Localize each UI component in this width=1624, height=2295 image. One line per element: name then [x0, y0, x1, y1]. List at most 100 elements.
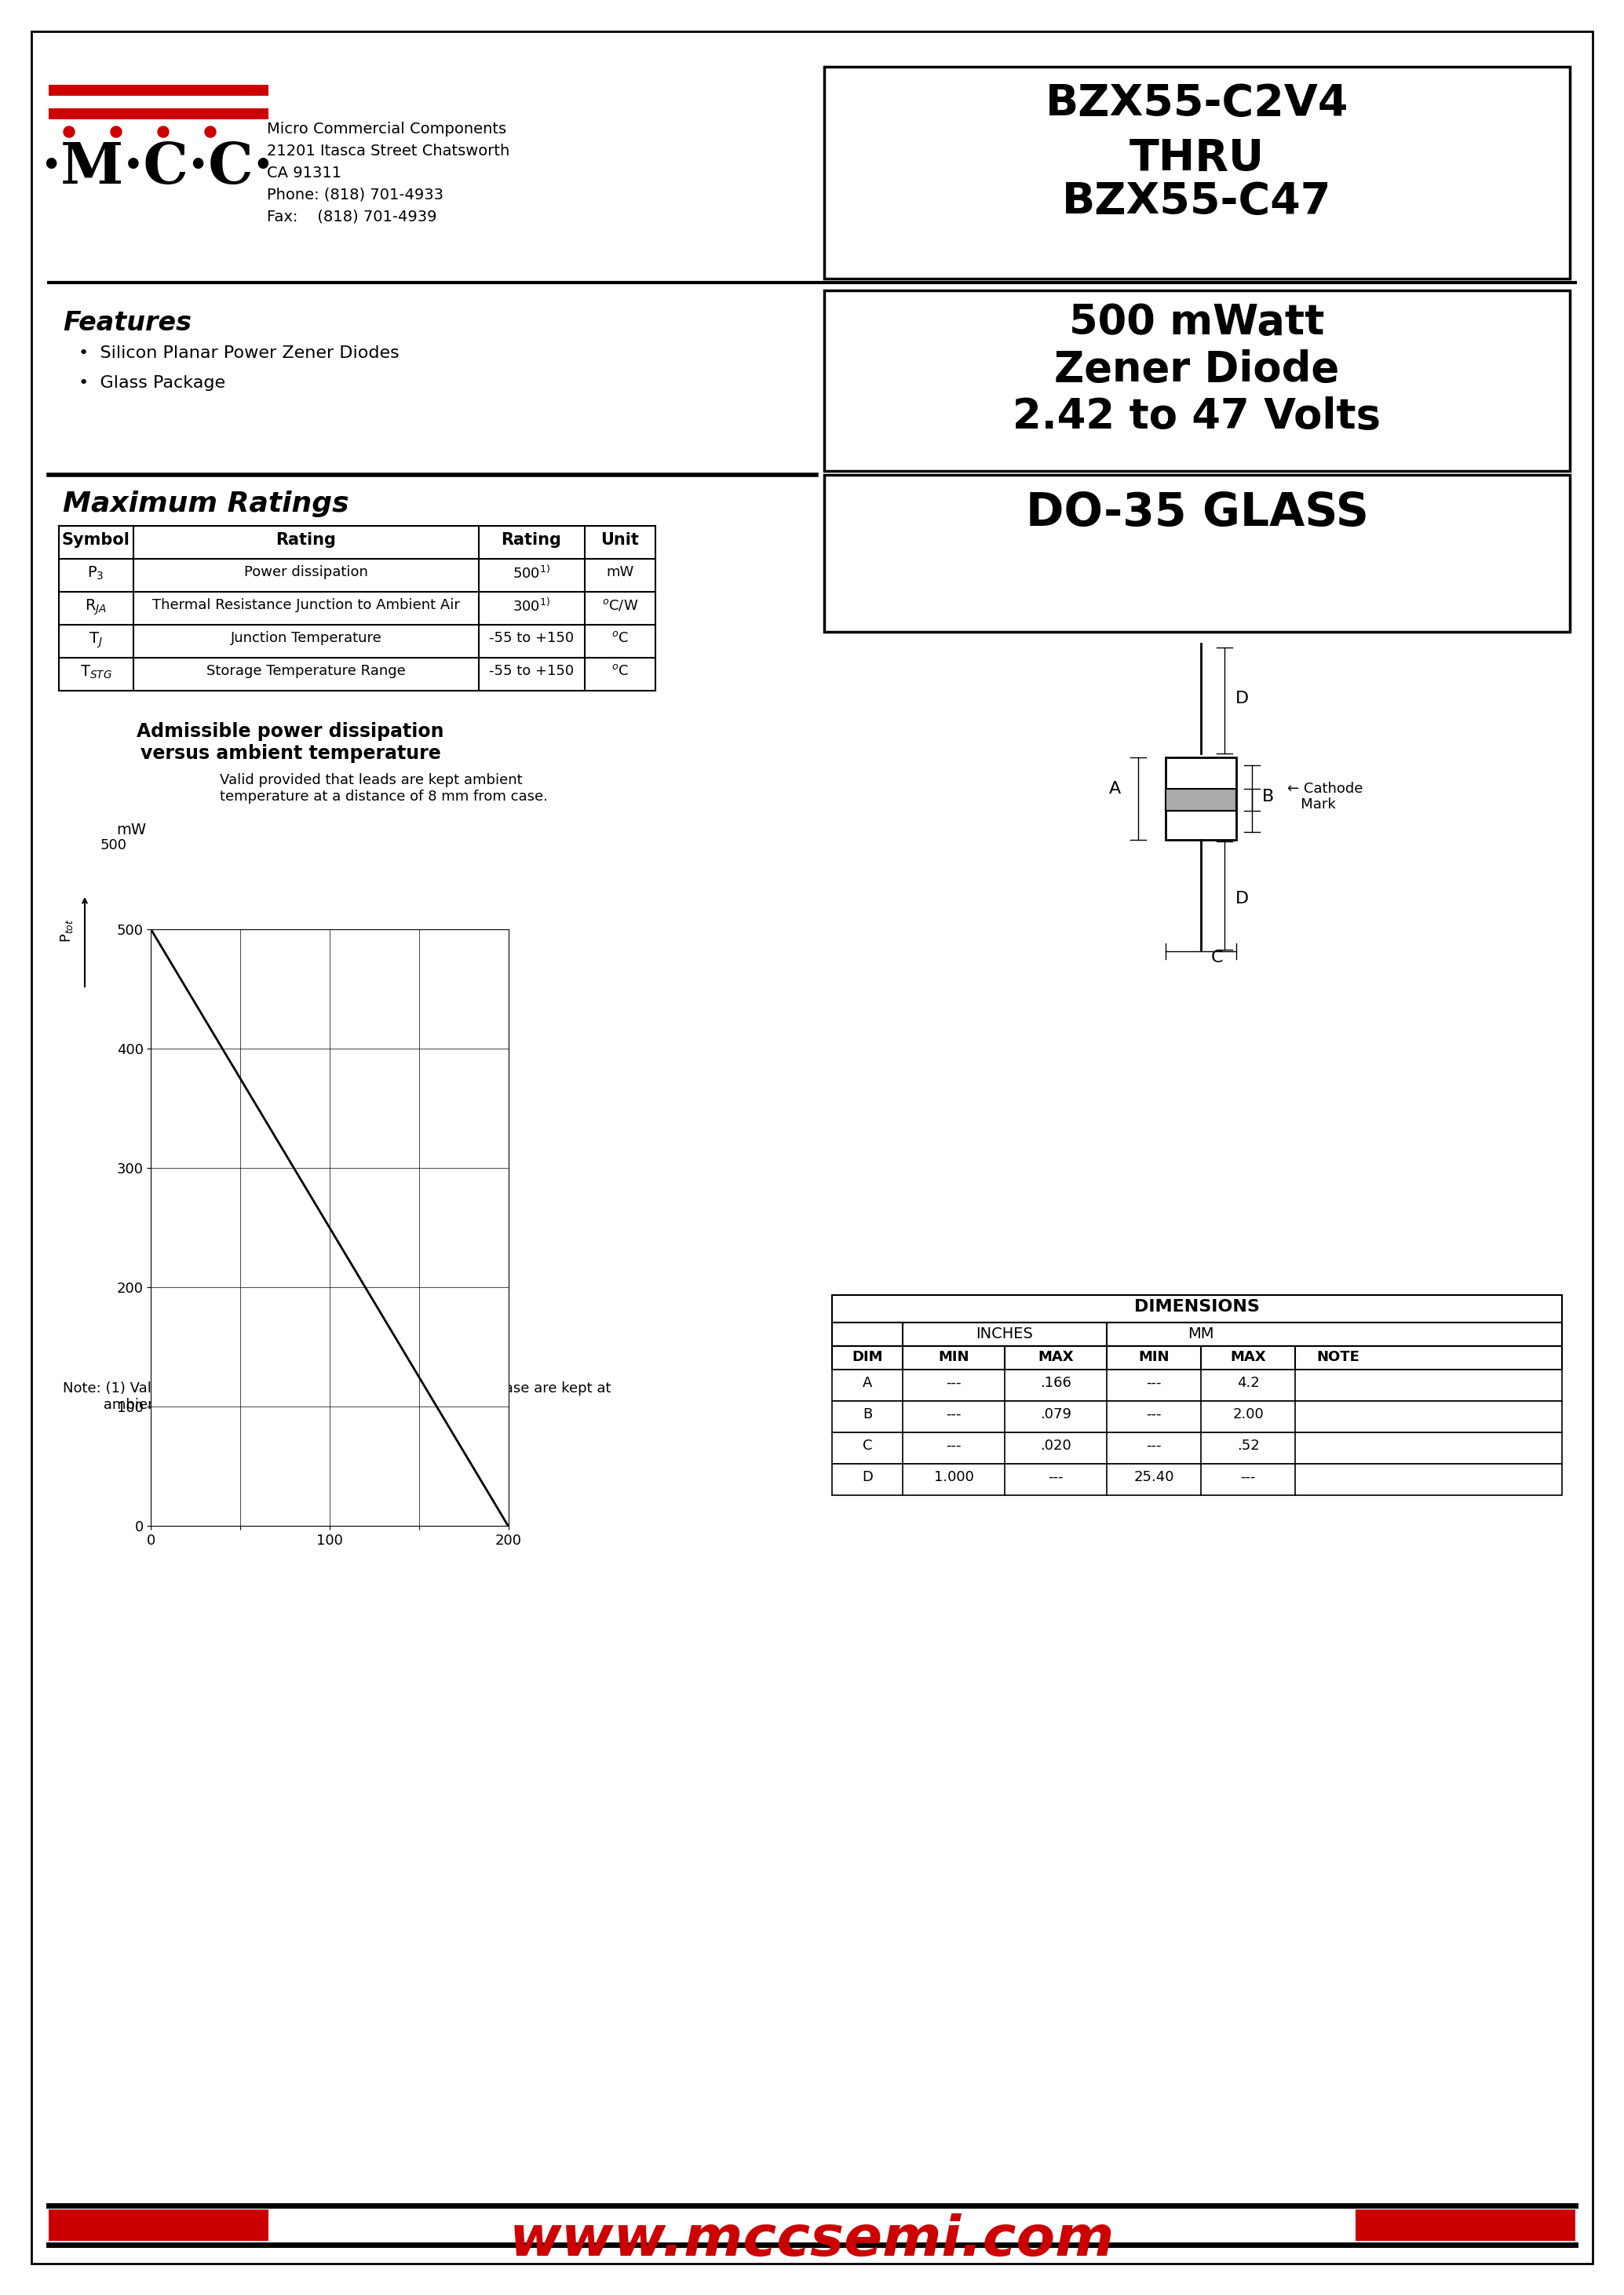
Bar	[831, 1322, 1562, 1347]
Text: 2.00: 2.00	[1233, 1407, 1263, 1421]
Text: Valid provided that leads are kept ambient
temperature at a distance of 8 mm fro: Valid provided that leads are kept ambie…	[219, 773, 547, 803]
Bar	[823, 67, 1570, 278]
Text: -55 to +150: -55 to +150	[489, 631, 573, 645]
Text: ---: ---	[1047, 1471, 1064, 1485]
Text: MAX: MAX	[1038, 1349, 1073, 1363]
Text: .166: .166	[1039, 1377, 1072, 1391]
Text: →: →	[305, 1067, 320, 1083]
Text: Features: Features	[63, 310, 192, 335]
Text: ---: ---	[947, 1377, 961, 1391]
Bar	[831, 1464, 1562, 1496]
Bar	[823, 291, 1570, 470]
Text: 300$^{1)}$: 300$^{1)}$	[513, 599, 551, 615]
Bar	[1166, 789, 1236, 810]
Text: P$_{tot}$: P$_{tot}$	[58, 918, 75, 943]
Text: NOTE: NOTE	[1317, 1349, 1359, 1363]
Text: -55 to +150: -55 to +150	[489, 663, 573, 677]
Text: ---: ---	[1241, 1471, 1255, 1485]
Text: C: C	[862, 1439, 872, 1453]
Text: 500: 500	[101, 838, 127, 851]
Text: MIN: MIN	[939, 1349, 970, 1363]
Text: R$_{JA}$: R$_{JA}$	[84, 599, 107, 617]
Text: Phone: (818) 701-4933: Phone: (818) 701-4933	[266, 188, 443, 202]
Text: B: B	[1262, 789, 1273, 806]
Text: BZX55-C47: BZX55-C47	[1062, 181, 1332, 223]
Text: ← Cathode
   Mark: ← Cathode Mark	[1288, 780, 1363, 812]
Text: P$_3$: P$_3$	[88, 565, 104, 583]
Bar	[831, 1347, 1562, 1370]
Text: B: B	[862, 1407, 872, 1421]
Text: 500 mWatt: 500 mWatt	[1069, 303, 1325, 342]
Text: T$_{amb}$: T$_{amb}$	[310, 1060, 344, 1079]
Text: CA 91311: CA 91311	[266, 165, 341, 181]
Bar	[49, 2210, 268, 2240]
Circle shape	[158, 126, 169, 138]
Text: Maximum Ratings: Maximum Ratings	[63, 491, 349, 516]
Text: D: D	[1234, 890, 1249, 907]
Text: Rating: Rating	[502, 532, 562, 549]
Text: $^o$C/W: $^o$C/W	[603, 599, 638, 613]
Text: Admissible power dissipation
versus ambient temperature: Admissible power dissipation versus ambi…	[136, 723, 443, 762]
Text: 1.000: 1.000	[934, 1471, 974, 1485]
Text: 2.42 to 47 Volts: 2.42 to 47 Volts	[1013, 397, 1380, 436]
Text: Unit: Unit	[601, 532, 640, 549]
Bar	[831, 1400, 1562, 1432]
Text: ---: ---	[1147, 1377, 1161, 1391]
Circle shape	[63, 126, 75, 138]
Text: 21201 Itasca Street Chatsworth: 21201 Itasca Street Chatsworth	[266, 145, 510, 158]
Text: $^o$C: $^o$C	[612, 663, 628, 677]
Text: Note: (1) Valid provided that leads at a distance of 3/8" from case are kept at
: Note: (1) Valid provided that leads at a…	[63, 1382, 611, 1411]
Text: ---: ---	[1147, 1407, 1161, 1421]
Text: MAX: MAX	[1229, 1349, 1267, 1363]
Text: T$_{STG}$: T$_{STG}$	[80, 663, 112, 682]
Text: MM: MM	[1187, 1327, 1215, 1340]
Bar	[1166, 757, 1236, 840]
Text: DIMENSIONS: DIMENSIONS	[1134, 1299, 1260, 1315]
Circle shape	[205, 126, 216, 138]
Text: •  Silicon Planar Power Zener Diodes: • Silicon Planar Power Zener Diodes	[78, 344, 400, 360]
Text: mW: mW	[117, 822, 146, 838]
Text: Micro Commercial Components: Micro Commercial Components	[266, 122, 507, 138]
Bar	[49, 85, 268, 96]
Text: ---: ---	[947, 1407, 961, 1421]
Text: Junction Temperature: Junction Temperature	[231, 631, 382, 645]
Text: D: D	[1234, 691, 1249, 707]
Text: 4.2: 4.2	[1237, 1377, 1259, 1391]
Text: BZX55-C2V4: BZX55-C2V4	[1046, 83, 1348, 124]
Text: ---: ---	[1147, 1439, 1161, 1453]
Text: 500$^{1)}$: 500$^{1)}$	[513, 565, 551, 581]
Text: .079: .079	[1039, 1407, 1072, 1421]
Text: .020: .020	[1039, 1439, 1072, 1453]
Text: www.mccsemi.com: www.mccsemi.com	[508, 2212, 1114, 2267]
Text: DO-35 GLASS: DO-35 GLASS	[1025, 491, 1369, 535]
Text: C: C	[1210, 950, 1223, 966]
Text: Power dissipation: Power dissipation	[244, 565, 369, 578]
Text: Storage Temperature Range: Storage Temperature Range	[206, 663, 406, 677]
Text: 200$^o$C: 200$^o$C	[361, 1056, 406, 1069]
Text: •  Glass Package: • Glass Package	[78, 374, 226, 390]
Text: ---: ---	[947, 1439, 961, 1453]
Bar	[831, 1370, 1562, 1400]
Text: THRU: THRU	[1129, 138, 1265, 179]
Text: T$_J$: T$_J$	[89, 631, 102, 649]
Text: D: D	[862, 1471, 872, 1485]
Text: $^o$C: $^o$C	[612, 631, 628, 645]
Text: Fax:    (818) 701-4939: Fax: (818) 701-4939	[266, 209, 437, 225]
Text: Thermal Resistance Junction to Ambient Air: Thermal Resistance Junction to Ambient A…	[153, 599, 460, 613]
Bar	[1356, 2210, 1575, 2240]
Text: A: A	[1109, 780, 1121, 796]
Bar	[49, 108, 268, 119]
Bar	[831, 1432, 1562, 1464]
Text: ·M·C·C·: ·M·C·C·	[41, 140, 273, 195]
Text: DIM: DIM	[853, 1349, 883, 1363]
Text: Zener Diode: Zener Diode	[1054, 349, 1340, 390]
Bar	[831, 1294, 1562, 1322]
Text: .52: .52	[1237, 1439, 1259, 1453]
Text: Symbol: Symbol	[62, 532, 130, 549]
Text: INCHES: INCHES	[976, 1327, 1033, 1340]
Text: 25.40: 25.40	[1134, 1471, 1174, 1485]
Text: Rating: Rating	[276, 532, 336, 549]
Text: MIN: MIN	[1138, 1349, 1169, 1363]
Circle shape	[110, 126, 122, 138]
Text: A: A	[862, 1377, 872, 1391]
